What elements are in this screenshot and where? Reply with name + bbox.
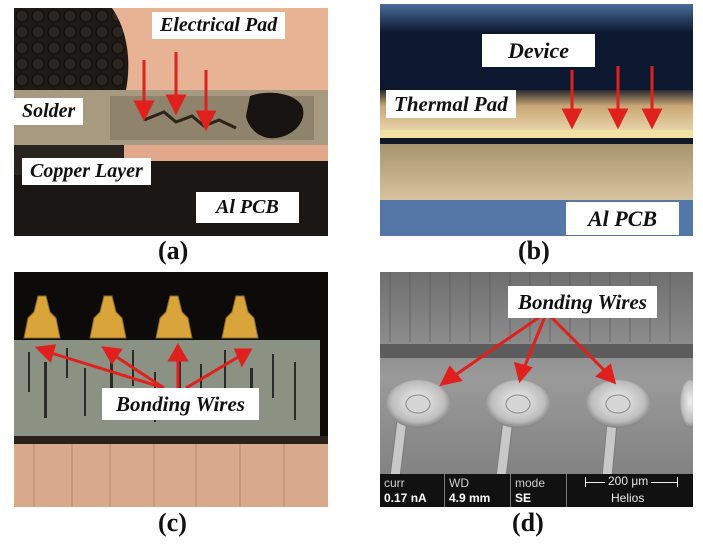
- al-pcb-label: Al PCB: [196, 192, 299, 223]
- red-arrows: [439, 312, 617, 387]
- caption-c: (c): [158, 508, 187, 537]
- red-arrows: [561, 66, 663, 130]
- thermal-pad-label: Thermal Pad: [386, 90, 516, 119]
- bonding-wires-label: Bonding Wires: [102, 388, 259, 421]
- copper-layer-label: Copper Layer: [22, 158, 151, 185]
- al-pcb-label: Al PCB: [566, 202, 680, 236]
- mode-value: SE: [515, 491, 532, 505]
- electrical-pad-label: Electrical Pad: [152, 12, 286, 39]
- device-label: Device: [482, 34, 596, 68]
- panel-a-micrograph: Electrical Pad Solder Copper Layer Al PC…: [14, 8, 328, 236]
- instrument-name: Helios: [611, 491, 645, 505]
- caption-a: (a): [158, 236, 189, 265]
- caption-d: (d): [512, 508, 544, 537]
- wd-label: WD: [449, 476, 469, 490]
- caption-b: (b): [518, 236, 550, 265]
- solder-label: Solder: [14, 98, 84, 125]
- red-arrows: [34, 342, 253, 390]
- sem-info-bar: curr 0.17 nA WD 4.9 mm mode SE 200 μm He…: [380, 474, 693, 507]
- scale-bar-right-tick: [677, 477, 678, 487]
- bonding-wires-label: Bonding Wires: [508, 286, 657, 319]
- panel-c-micrograph: Bonding Wires: [14, 272, 328, 507]
- panel-d-sem-image: Bonding Wires curr 0.17 nA WD 4.9 mm mod…: [380, 272, 693, 507]
- curr-value: 0.17 nA: [384, 491, 427, 505]
- red-arrows: [133, 52, 217, 132]
- mode-label: mode: [515, 476, 546, 490]
- scale-bar-left-tick: [585, 477, 586, 487]
- wd-value: 4.9 mm: [449, 491, 491, 505]
- scale-label: 200 μm: [605, 474, 652, 488]
- curr-label: curr: [384, 476, 405, 490]
- panel-b-micrograph: Device Thermal Pad Al PCB: [380, 4, 693, 236]
